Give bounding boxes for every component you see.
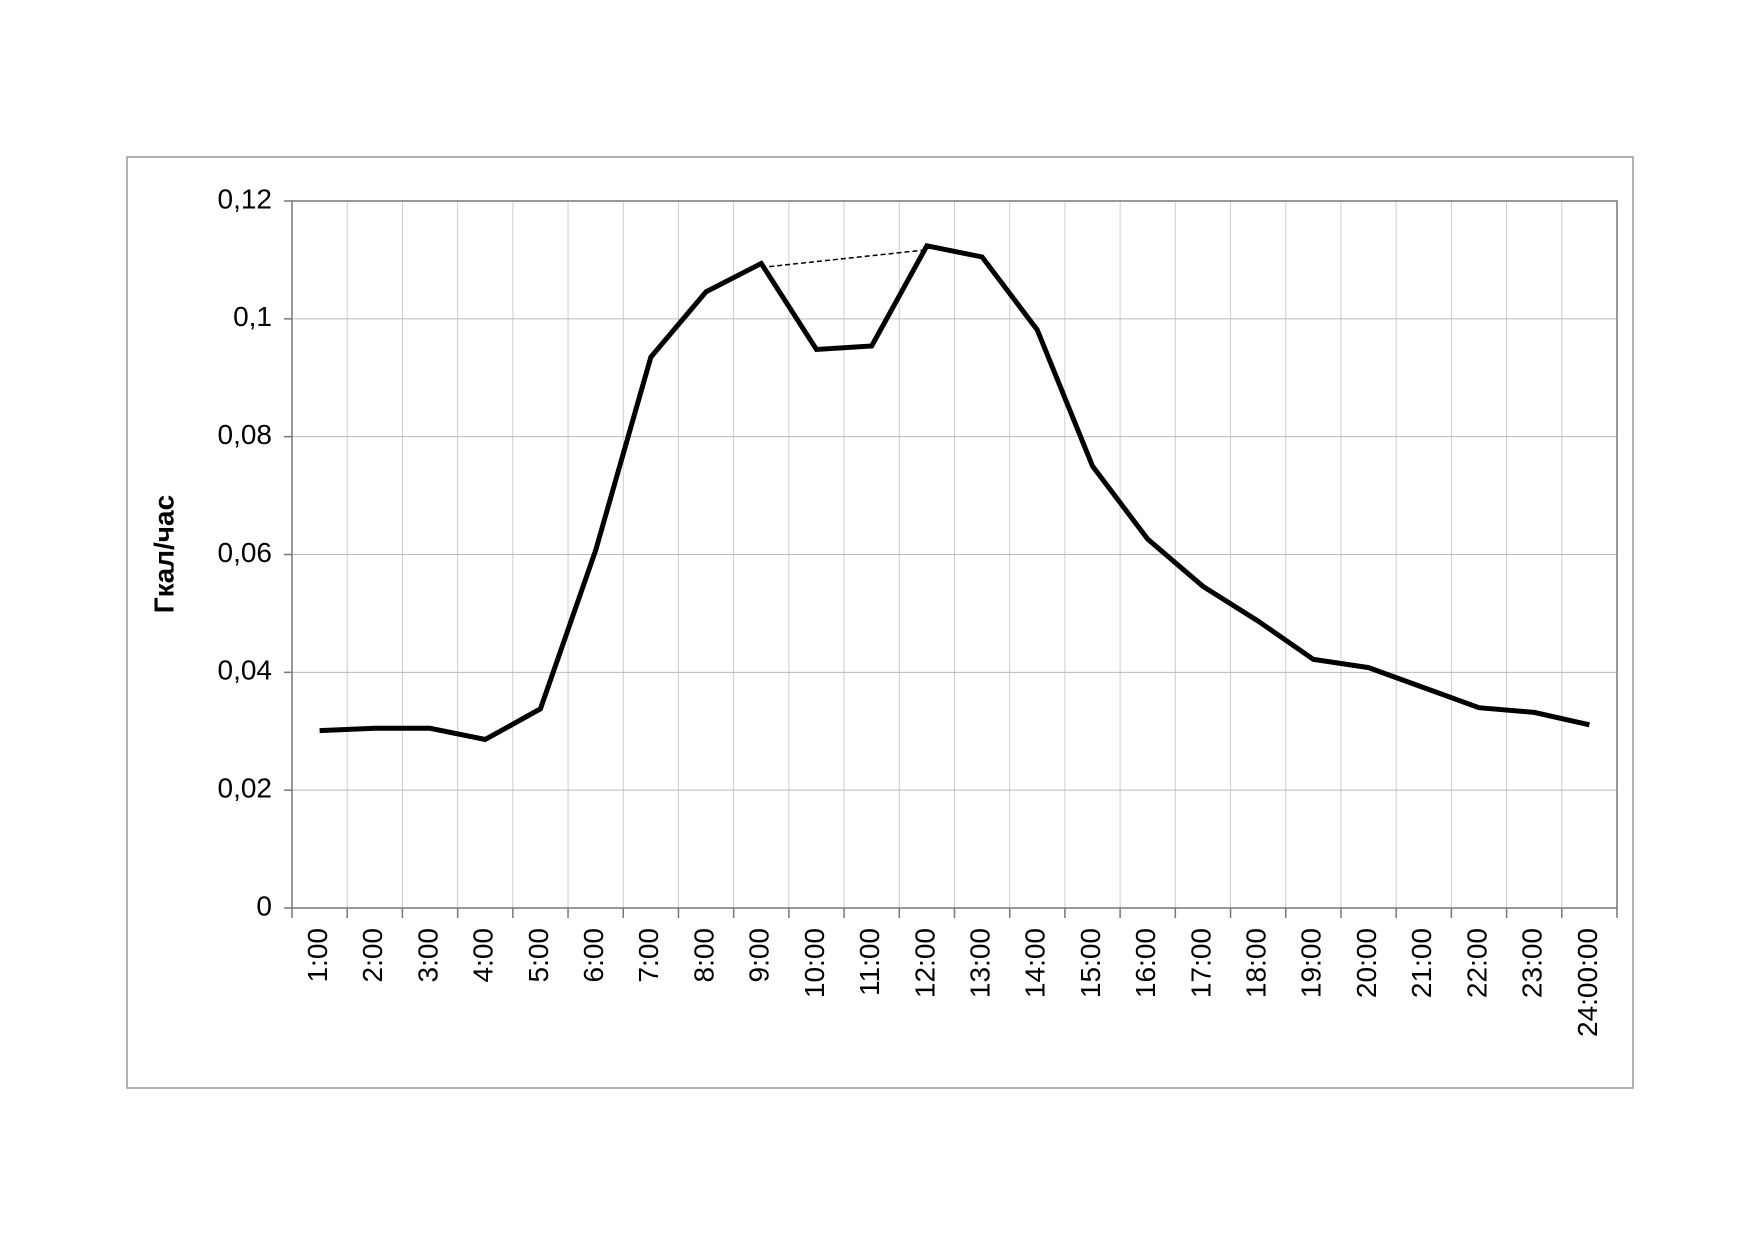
x-tick-label: 18:00 xyxy=(1241,928,1272,998)
x-tick-label: 5:00 xyxy=(523,928,554,983)
x-tick-label: 10:00 xyxy=(799,928,830,998)
dashed-link xyxy=(761,249,927,269)
y-tick-label: 0,06 xyxy=(218,537,273,568)
x-tick-label: 13:00 xyxy=(964,928,995,998)
y-tick-label: 0,04 xyxy=(218,655,273,686)
x-tick-label: 8:00 xyxy=(688,928,719,983)
chart-frame xyxy=(126,156,1634,1089)
x-tick-label: 16:00 xyxy=(1130,928,1161,998)
x-tick-label: 23:00 xyxy=(1517,928,1548,998)
x-tick-label: 12:00 xyxy=(909,928,940,998)
y-axis-label: Гкал/час xyxy=(148,495,179,613)
y-tick-label: 0,1 xyxy=(233,301,272,332)
x-tick-label: 1:00 xyxy=(302,928,333,983)
x-tick-label: 4:00 xyxy=(468,928,499,983)
x-tick-label: 14:00 xyxy=(1020,928,1051,998)
y-tick-label: 0 xyxy=(256,890,272,921)
y-tick-label: 0,08 xyxy=(218,419,273,450)
x-tick-label: 24:00:00 xyxy=(1572,928,1603,1037)
x-tick-label: 19:00 xyxy=(1296,928,1327,998)
y-tick-label: 0,12 xyxy=(218,183,273,214)
x-tick-label: 15:00 xyxy=(1075,928,1106,998)
x-tick-label: 11:00 xyxy=(854,928,885,996)
plot-area xyxy=(291,200,1618,909)
x-tick-label: 2:00 xyxy=(357,928,388,983)
x-tick-label: 20:00 xyxy=(1351,928,1382,998)
x-tick-label: 9:00 xyxy=(744,928,775,983)
data-line xyxy=(319,242,1590,743)
x-tick-label: 17:00 xyxy=(1185,928,1216,998)
x-tick-label: 22:00 xyxy=(1461,928,1492,998)
x-tick-label: 6:00 xyxy=(578,928,609,983)
x-tick-label: 7:00 xyxy=(633,928,664,983)
y-tick-label: 0,02 xyxy=(218,773,273,804)
x-tick-label: 21:00 xyxy=(1406,928,1437,998)
x-tick-label: 3:00 xyxy=(412,928,443,983)
